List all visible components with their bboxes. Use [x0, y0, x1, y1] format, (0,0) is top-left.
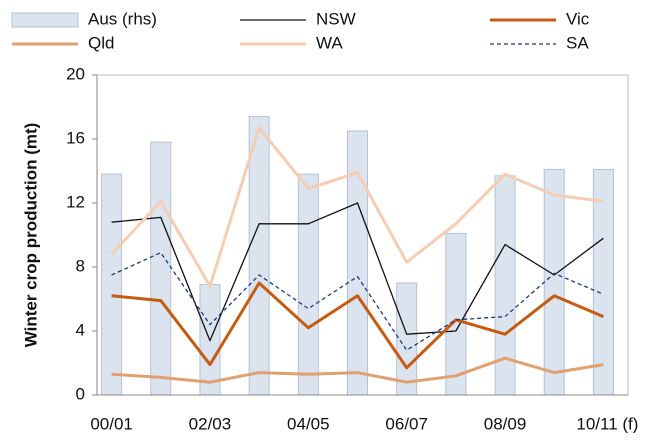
y-tick-label: 20 [66, 64, 85, 83]
bar [150, 141, 172, 396]
legend-label: Aus (rhs) [88, 9, 157, 28]
legend-label: SA [566, 33, 589, 52]
legend-label: Qld [88, 33, 114, 52]
x-tick-label: 04/05 [287, 414, 330, 433]
y-tick-label: 16 [66, 128, 85, 147]
x-tick-label: 02/03 [189, 414, 232, 433]
x-tick-label: 10/11 (f) [576, 414, 638, 433]
y-tick-label: 0 [76, 384, 85, 403]
bar [297, 173, 319, 396]
bar [347, 130, 368, 396]
bar [445, 232, 467, 396]
legend-swatch [11, 12, 79, 28]
x-tick-label: 00/01 [90, 414, 133, 433]
y-axis-label: Winter crop production (mt) [21, 123, 40, 348]
line-series [111, 202, 604, 342]
line-series [111, 251, 604, 351]
bar [543, 168, 565, 396]
legend-label: Vic [566, 9, 590, 28]
x-tick-label: 08/09 [484, 414, 527, 433]
y-tick-label: 12 [66, 192, 85, 211]
legend-label: NSW [316, 9, 356, 28]
legend-label: WA [316, 33, 343, 52]
y-tick-label: 4 [76, 320, 85, 339]
bar [396, 282, 418, 396]
line-series [110, 126, 604, 288]
line-series [111, 356, 604, 384]
y-tick-label: 8 [76, 256, 85, 275]
bar [592, 168, 614, 396]
x-tick-label: 06/07 [385, 414, 428, 433]
bar [248, 116, 270, 396]
bar [101, 173, 123, 396]
line-series [111, 281, 604, 370]
